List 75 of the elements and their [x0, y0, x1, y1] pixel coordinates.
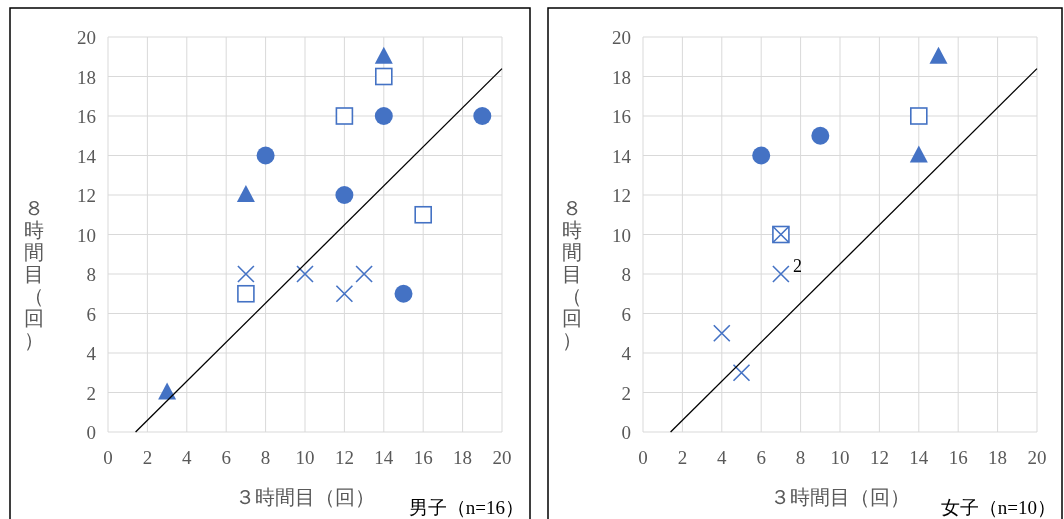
y-tick-label: 10: [77, 224, 96, 246]
y-axis-title: ８時間目（回）: [24, 197, 44, 351]
y-tick-label: 8: [621, 264, 631, 285]
point: [811, 126, 830, 145]
x-tick-label: 12: [869, 447, 889, 468]
x-tick-label: 6: [756, 447, 766, 468]
x-tick-label: 6: [221, 447, 231, 468]
text: 男子（n=16）: [408, 497, 524, 518]
y-tick-label: 4: [621, 343, 632, 364]
point: [237, 284, 255, 303]
y-tick-label: 0: [86, 422, 96, 443]
point: [237, 265, 255, 283]
annotation: 2: [792, 256, 802, 276]
point: [335, 186, 354, 204]
point: [909, 145, 928, 163]
x-tick-label: 10: [830, 447, 850, 468]
point: [335, 284, 354, 303]
x-tick-label: 14: [374, 447, 394, 468]
x-axis-title: ３時間目（回）: [770, 486, 910, 508]
x-tick-label: 10: [295, 447, 315, 468]
x-axis-title: ３時間目（回）: [235, 486, 375, 508]
point: [374, 46, 393, 64]
y-tick-label: 2: [621, 382, 631, 404]
point: [375, 67, 393, 86]
point: [772, 265, 790, 283]
point: [752, 146, 771, 165]
x-tick-label: 20: [1027, 447, 1047, 468]
x-tick-label: 4: [182, 447, 193, 468]
point: [335, 107, 354, 125]
y-axis-title: ８時間目（回）: [562, 197, 582, 351]
x-tick-label: 20: [492, 447, 512, 468]
y-tick-label: 12: [612, 185, 631, 206]
point: [296, 265, 314, 283]
y-tick-label: 14: [77, 145, 97, 167]
y-tick-label: 14: [612, 145, 632, 167]
point: [473, 107, 492, 125]
y-tick-label: 18: [77, 66, 96, 88]
x-tick-label: 16: [948, 447, 968, 468]
point: [929, 46, 948, 64]
y-tick-label: 20: [77, 27, 96, 48]
y-tick-label: 18: [612, 66, 631, 88]
x-tick-label: 2: [142, 447, 153, 468]
text: 女子（n=10）: [940, 497, 1056, 518]
y-tick-label: 12: [77, 185, 96, 206]
x-tick-label: 0: [638, 447, 648, 468]
x-tick-label: 2: [677, 447, 688, 468]
x-tick-label: 12: [334, 447, 354, 468]
x-tick-label: 0: [103, 447, 113, 468]
y-tick-label: 8: [86, 264, 96, 285]
point: [414, 205, 432, 224]
x-tick-label: 4: [717, 447, 728, 468]
point: [256, 146, 275, 165]
x-tick-label: 8: [260, 447, 271, 468]
point: [236, 185, 255, 202]
y-tick-label: 6: [621, 303, 631, 325]
y-tick-label: 2: [86, 382, 96, 404]
x-tick-label: 8: [795, 447, 806, 468]
x-tick-label: 14: [909, 447, 929, 468]
point: [374, 107, 393, 125]
y-tick-label: 20: [612, 27, 631, 48]
y-tick-label: 0: [621, 422, 631, 443]
point: [732, 363, 751, 382]
y-tick-label: 4: [86, 343, 97, 364]
y-tick-label: 16: [612, 106, 631, 127]
x-tick-label: 18: [453, 447, 473, 468]
y-tick-label: 10: [612, 224, 631, 246]
point: [355, 265, 373, 283]
point: [910, 107, 928, 125]
point: [713, 324, 731, 343]
y-tick-label: 16: [77, 106, 96, 127]
point: [394, 284, 413, 303]
point: [158, 382, 177, 400]
x-tick-label: 16: [413, 447, 433, 468]
y-tick-label: 6: [86, 303, 96, 325]
x-tick-label: 18: [988, 447, 1008, 468]
